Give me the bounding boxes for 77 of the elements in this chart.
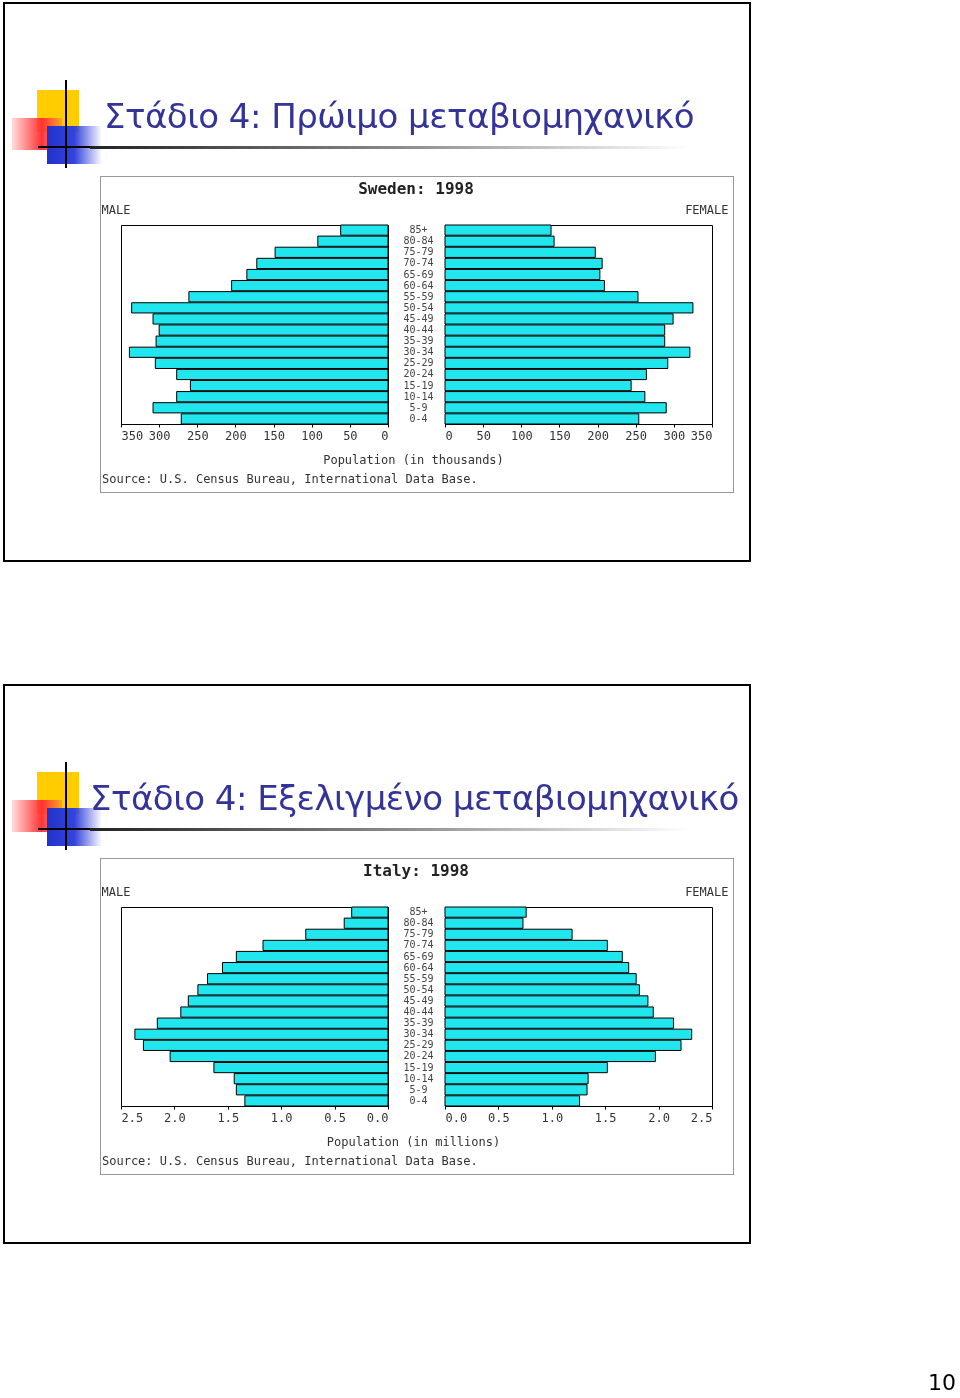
text: MALE	[101, 884, 131, 899]
x-axis-title: Population (in thousands)	[323, 452, 504, 467]
y-tick-label: 75-79	[403, 928, 434, 940]
text: 10	[928, 1370, 956, 1395]
y-tick-label: 0-4	[409, 412, 428, 424]
x-tick-label: 1.0	[270, 1110, 293, 1125]
y-tick-label: 25-29	[403, 357, 434, 369]
source-note: Source: U.S. Census Bureau, International Data Base.	[102, 1154, 478, 1168]
x-tick-label: 50	[343, 428, 358, 443]
y-tick-label: 70-74	[403, 257, 434, 269]
y-tick-label: 20-24	[403, 1050, 434, 1062]
y-tick-label: 5-9	[409, 1083, 428, 1095]
y-tick-label: 5-9	[409, 401, 428, 413]
y-tick-label: 60-64	[403, 279, 434, 291]
y-tick-label: 85+	[409, 224, 428, 236]
x-tick-label: 0.0	[445, 1110, 468, 1125]
y-tick-label: 60-64	[403, 961, 434, 973]
x-tick-label: 0.5	[324, 1110, 346, 1125]
text: FEMALE	[685, 884, 729, 899]
x-tick-label: 0.0	[366, 1110, 389, 1125]
x-tick-label: 0	[445, 428, 453, 443]
x-tick-label: 0.5	[488, 1110, 510, 1125]
x-tick-label: 2.0	[648, 1110, 670, 1125]
x-tick-label: 2.5	[121, 1110, 144, 1125]
x-tick-label: 2.5	[690, 1110, 713, 1125]
y-tick-label: 20-24	[403, 368, 434, 380]
y-tick-label: 10-14	[403, 1072, 434, 1084]
x-tick-label: 1.5	[594, 1110, 617, 1125]
x-tick-label: 150	[263, 428, 285, 443]
y-tick-label: 40-44	[403, 324, 434, 336]
x-tick-label: 250	[186, 428, 209, 443]
x-axis-title: Population (in millions)	[326, 1134, 501, 1149]
y-tick-label: 30-34	[403, 346, 434, 358]
x-tick-label: 350	[121, 428, 144, 443]
y-tick-label: 35-39	[403, 335, 434, 347]
x-tick-label: 1.0	[541, 1110, 564, 1125]
y-tick-label: 50-54	[403, 301, 434, 313]
x-tick-label: 350	[690, 428, 713, 443]
y-tick-label: 10-14	[403, 390, 434, 402]
y-tick-label: 80-84	[403, 235, 434, 247]
y-tick-label: 25-29	[403, 1039, 434, 1051]
text: FEMALE	[685, 202, 729, 217]
x-tick-label: 200	[587, 428, 609, 443]
x-tick-label: 300	[663, 428, 686, 443]
y-tick-label: 40-44	[403, 1006, 434, 1018]
x-tick-label: 100	[510, 428, 533, 443]
y-tick-label: 55-59	[403, 290, 434, 302]
x-tick-label: 150	[549, 428, 571, 443]
y-tick-label: 70-74	[403, 939, 434, 951]
y-tick-label: 55-59	[403, 972, 434, 984]
x-tick-label: 250	[625, 428, 648, 443]
y-tick-label: 35-39	[403, 1017, 434, 1029]
y-tick-label: 15-19	[403, 1061, 434, 1073]
y-tick-label: 65-69	[403, 268, 434, 280]
x-tick-label: 100	[301, 428, 324, 443]
y-tick-label: 45-49	[403, 312, 434, 324]
y-tick-label: 65-69	[403, 950, 434, 962]
x-tick-label: 2.0	[164, 1110, 186, 1125]
y-tick-label: 50-54	[403, 983, 434, 995]
y-tick-label: 30-34	[403, 1028, 434, 1040]
y-tick-label: 15-19	[403, 379, 434, 391]
chart-subtitle: Sweden: 1998	[357, 179, 475, 198]
x-tick-label: 50	[476, 428, 491, 443]
y-tick-label: 80-84	[403, 917, 434, 929]
text: MALE	[101, 202, 131, 217]
x-tick-label: 300	[148, 428, 171, 443]
y-tick-label: 0-4	[409, 1094, 428, 1106]
chart-title: Στάδιο 4: Εξελιγμένο μεταβιομηχανικό	[90, 778, 739, 818]
x-tick-label: 0	[381, 428, 389, 443]
y-tick-label: 75-79	[403, 246, 434, 258]
y-tick-label: 45-49	[403, 994, 434, 1006]
y-tick-label: 85+	[409, 906, 428, 918]
x-tick-label: 1.5	[217, 1110, 240, 1125]
chart-title: Στάδιο 4: Πρώιμο μεταβιομηχανικό	[104, 96, 695, 136]
chart-subtitle: Italy: 1998	[362, 861, 470, 880]
source-note: Source: U.S. Census Bureau, International Data Base.	[102, 472, 478, 486]
x-tick-label: 200	[225, 428, 247, 443]
